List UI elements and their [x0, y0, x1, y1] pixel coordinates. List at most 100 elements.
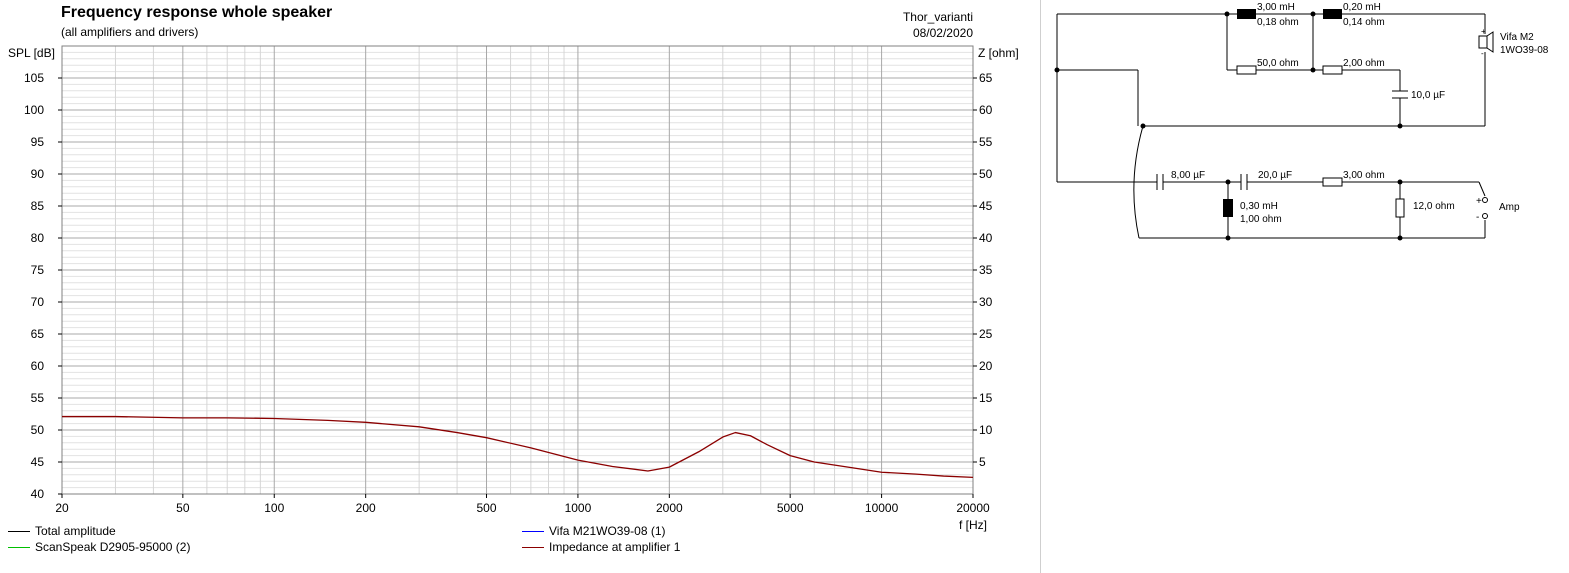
y-left-tick-label: 65 [31, 327, 45, 341]
x-tick-label: 10000 [865, 501, 899, 515]
inductor-l3 [1223, 199, 1233, 217]
y-right-tick-label: 30 [979, 295, 993, 309]
y-right-axis-label: Z [ohm] [978, 46, 1019, 60]
inductor-l1 [1237, 9, 1256, 19]
legend-label: ScanSpeak D2905-95000 (2) [35, 540, 191, 554]
x-tick-label: 100 [264, 501, 284, 515]
y-left-tick-label: 75 [31, 263, 45, 277]
label-c2: 8,00 µF [1171, 170, 1205, 181]
junction-dot [1140, 123, 1146, 129]
frequency-response-chart: 40 45 50 55 60 65 70 75 80 85 90 95 100 105 5 10 15 20 25 3… [8, 45, 1019, 532]
label-l2: 0,20 mH [1343, 2, 1381, 13]
label-r-l3: 1,00 ohm [1240, 214, 1282, 225]
label-amp-minus: - [1476, 212, 1479, 223]
y-right-tick-label: 50 [979, 167, 993, 181]
inductor-l2 [1323, 9, 1342, 19]
legend-item-total-amplitude: Total amplitude [8, 524, 116, 538]
x-axis-label: f [Hz] [959, 518, 987, 532]
y-right-tick-label: 20 [979, 359, 993, 373]
driver-symbol [1478, 35, 1488, 49]
junction-dot [1397, 179, 1403, 185]
frequency-response-panel: Frequency response whole speaker (all am… [8, 4, 1019, 554]
chart-title: Frequency response whole speaker [61, 4, 333, 21]
y-left-tick-label: 55 [31, 391, 45, 405]
y-left-tick-label: 105 [24, 71, 44, 85]
junction-dot [1225, 179, 1231, 185]
y-left-tick-label: 100 [24, 103, 44, 117]
legend-item-vifa: Vifa M21WO39-08 (1) [522, 524, 666, 538]
junction-dot [1224, 11, 1230, 17]
label-amp-plus: + [1476, 196, 1482, 207]
label-r-l2: 0,14 ohm [1343, 17, 1385, 28]
junction-dot [1310, 11, 1316, 17]
label-c3: 20,0 µF [1258, 170, 1292, 181]
label-driver-b: 1WO39-08 [1500, 45, 1549, 56]
legend-item-impedance: Impedance at amplifier 1 [522, 540, 680, 554]
y-left-tick-label: 95 [31, 135, 45, 149]
legend-swatch [8, 546, 30, 548]
y-right-tick-label: 25 [979, 327, 993, 341]
y-right-tick-label: 15 [979, 391, 993, 405]
label-r1: 50,0 ohm [1257, 58, 1299, 69]
y-left-tick-label: 85 [31, 199, 45, 213]
junction-dot [1310, 67, 1316, 73]
x-tick-label: 50 [176, 501, 190, 515]
legend-label: Vifa M21WO39-08 (1) [549, 524, 666, 538]
legend-swatch [522, 530, 544, 532]
x-tick-label: 500 [476, 501, 496, 515]
legend-swatch [522, 546, 544, 548]
label-r4: 12,0 ohm [1413, 201, 1455, 212]
label-c1: 10,0 µF [1411, 90, 1445, 101]
label-r3: 3,00 ohm [1343, 170, 1385, 181]
junction-dot [1054, 67, 1060, 73]
x-tick-label: 200 [356, 501, 376, 515]
amp-terminal-minus [1482, 213, 1488, 219]
y-left-tick-label: 90 [31, 167, 45, 181]
y-left-tick-label: 70 [31, 295, 45, 309]
crossover-schematic-panel: 3,00 mH 0,18 ohm 0,20 mH 0,14 ohm 50,0 o… [1041, 0, 1569, 573]
y-left-tick-label: 80 [31, 231, 45, 245]
y-left-tick-label: 40 [31, 487, 45, 501]
y-right-tick-label: 60 [979, 103, 993, 117]
x-tick-label: 20000 [956, 501, 990, 515]
project-date: 08/02/2020 [912, 26, 973, 40]
panel-divider [1040, 0, 1041, 573]
legend-label: Impedance at amplifier 1 [549, 540, 681, 554]
resistor-r3 [1322, 177, 1343, 187]
label-driver-a: Vifa M2 [1500, 32, 1534, 43]
junction-dot [1397, 123, 1403, 129]
label-r-l1: 0,18 ohm [1257, 17, 1299, 28]
x-tick-label: 20 [55, 501, 69, 515]
y-left-tick-label: 50 [31, 423, 45, 437]
x-tick-label: 2000 [656, 501, 683, 515]
label-driver-plus: + [1481, 27, 1486, 36]
legend-label: Total amplitude [35, 524, 116, 538]
y-right-tick-label: 10 [979, 423, 993, 437]
wire [1478, 181, 1486, 197]
junction-dot [1225, 235, 1231, 241]
y-right-tick-label: 65 [979, 71, 993, 85]
legend-swatch [8, 530, 30, 532]
chart-subtitle: (all amplifiers and drivers) [61, 25, 199, 39]
legend-item-scanspeak: ScanSpeak D2905-95000 (2) [8, 540, 190, 554]
label-l1: 3,00 mH [1257, 2, 1295, 13]
crossover-schematic: 3,00 mH 0,18 ohm 0,20 mH 0,14 ohm 50,0 o… [1054, 2, 1549, 241]
y-left-axis-label: SPL [dB] [8, 46, 55, 60]
label-driver-minus: - [1481, 49, 1484, 58]
resistor-r1 [1236, 65, 1257, 75]
y-left-tick-label: 60 [31, 359, 45, 373]
project-name: Thor_varianti [902, 10, 973, 24]
label-r2: 2,00 ohm [1343, 58, 1385, 69]
y-right-tick-label: 35 [979, 263, 993, 277]
label-l3: 0,30 mH [1240, 201, 1278, 212]
x-tick-label: 5000 [777, 501, 804, 515]
y-right-tick-label: 5 [979, 455, 986, 469]
y-left-tick-label: 45 [31, 455, 45, 469]
resistor-r4 [1395, 198, 1405, 218]
resistor-r2 [1322, 65, 1343, 75]
y-right-tick-label: 40 [979, 231, 993, 245]
y-right-tick-label: 55 [979, 135, 993, 149]
junction-dot [1397, 235, 1403, 241]
x-tick-label: 1000 [565, 501, 592, 515]
series-line-3 [62, 415, 974, 479]
